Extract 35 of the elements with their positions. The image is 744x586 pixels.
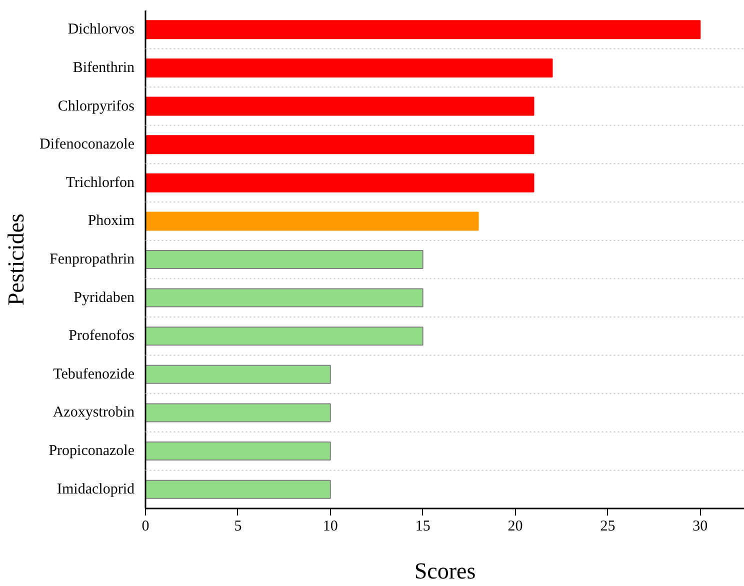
y-tick-label: Phoxim (88, 213, 135, 230)
bar (146, 212, 479, 231)
x-axis-title: Scores (414, 558, 476, 584)
x-tick-label: 15 (415, 518, 430, 534)
x-tick-label: 0 (142, 518, 150, 534)
y-tick-label: Trichlorfon (66, 174, 135, 191)
bar (146, 58, 553, 78)
y-tick-label: Azoxystrobin (52, 404, 135, 421)
bar (146, 403, 331, 422)
bar (146, 326, 424, 346)
y-tick-label: Profenofos (68, 328, 135, 344)
bar (146, 96, 534, 116)
bar (146, 364, 331, 384)
x-tick-label: 10 (322, 518, 338, 534)
y-tick-label: Pyridaben (74, 290, 135, 306)
y-tick-label: Dichlorvos (68, 22, 135, 38)
x-tick-label: 30 (692, 518, 708, 534)
bar (146, 173, 534, 192)
y-tick-label: Propiconazole (48, 443, 135, 460)
bar (146, 20, 701, 40)
bar (146, 250, 424, 269)
x-tick-label: 20 (508, 518, 523, 534)
x-tick-label: 5 (234, 518, 242, 534)
y-tick-label: Bifenthrin (72, 60, 135, 76)
bar (146, 288, 424, 308)
y-axis-title: Pesticides (4, 213, 29, 306)
y-tick-label: Tebufenozide (53, 366, 135, 382)
x-tick-label: 25 (600, 518, 616, 534)
bar (146, 480, 331, 499)
y-tick-label: Imidacloprid (57, 481, 135, 498)
bar (146, 135, 534, 154)
y-tick-label: Fenpropathrin (50, 252, 135, 268)
bar (146, 442, 331, 461)
y-tick-label: Difenoconazole (40, 136, 135, 153)
y-tick-label: Chlorpyrifos (58, 98, 135, 114)
